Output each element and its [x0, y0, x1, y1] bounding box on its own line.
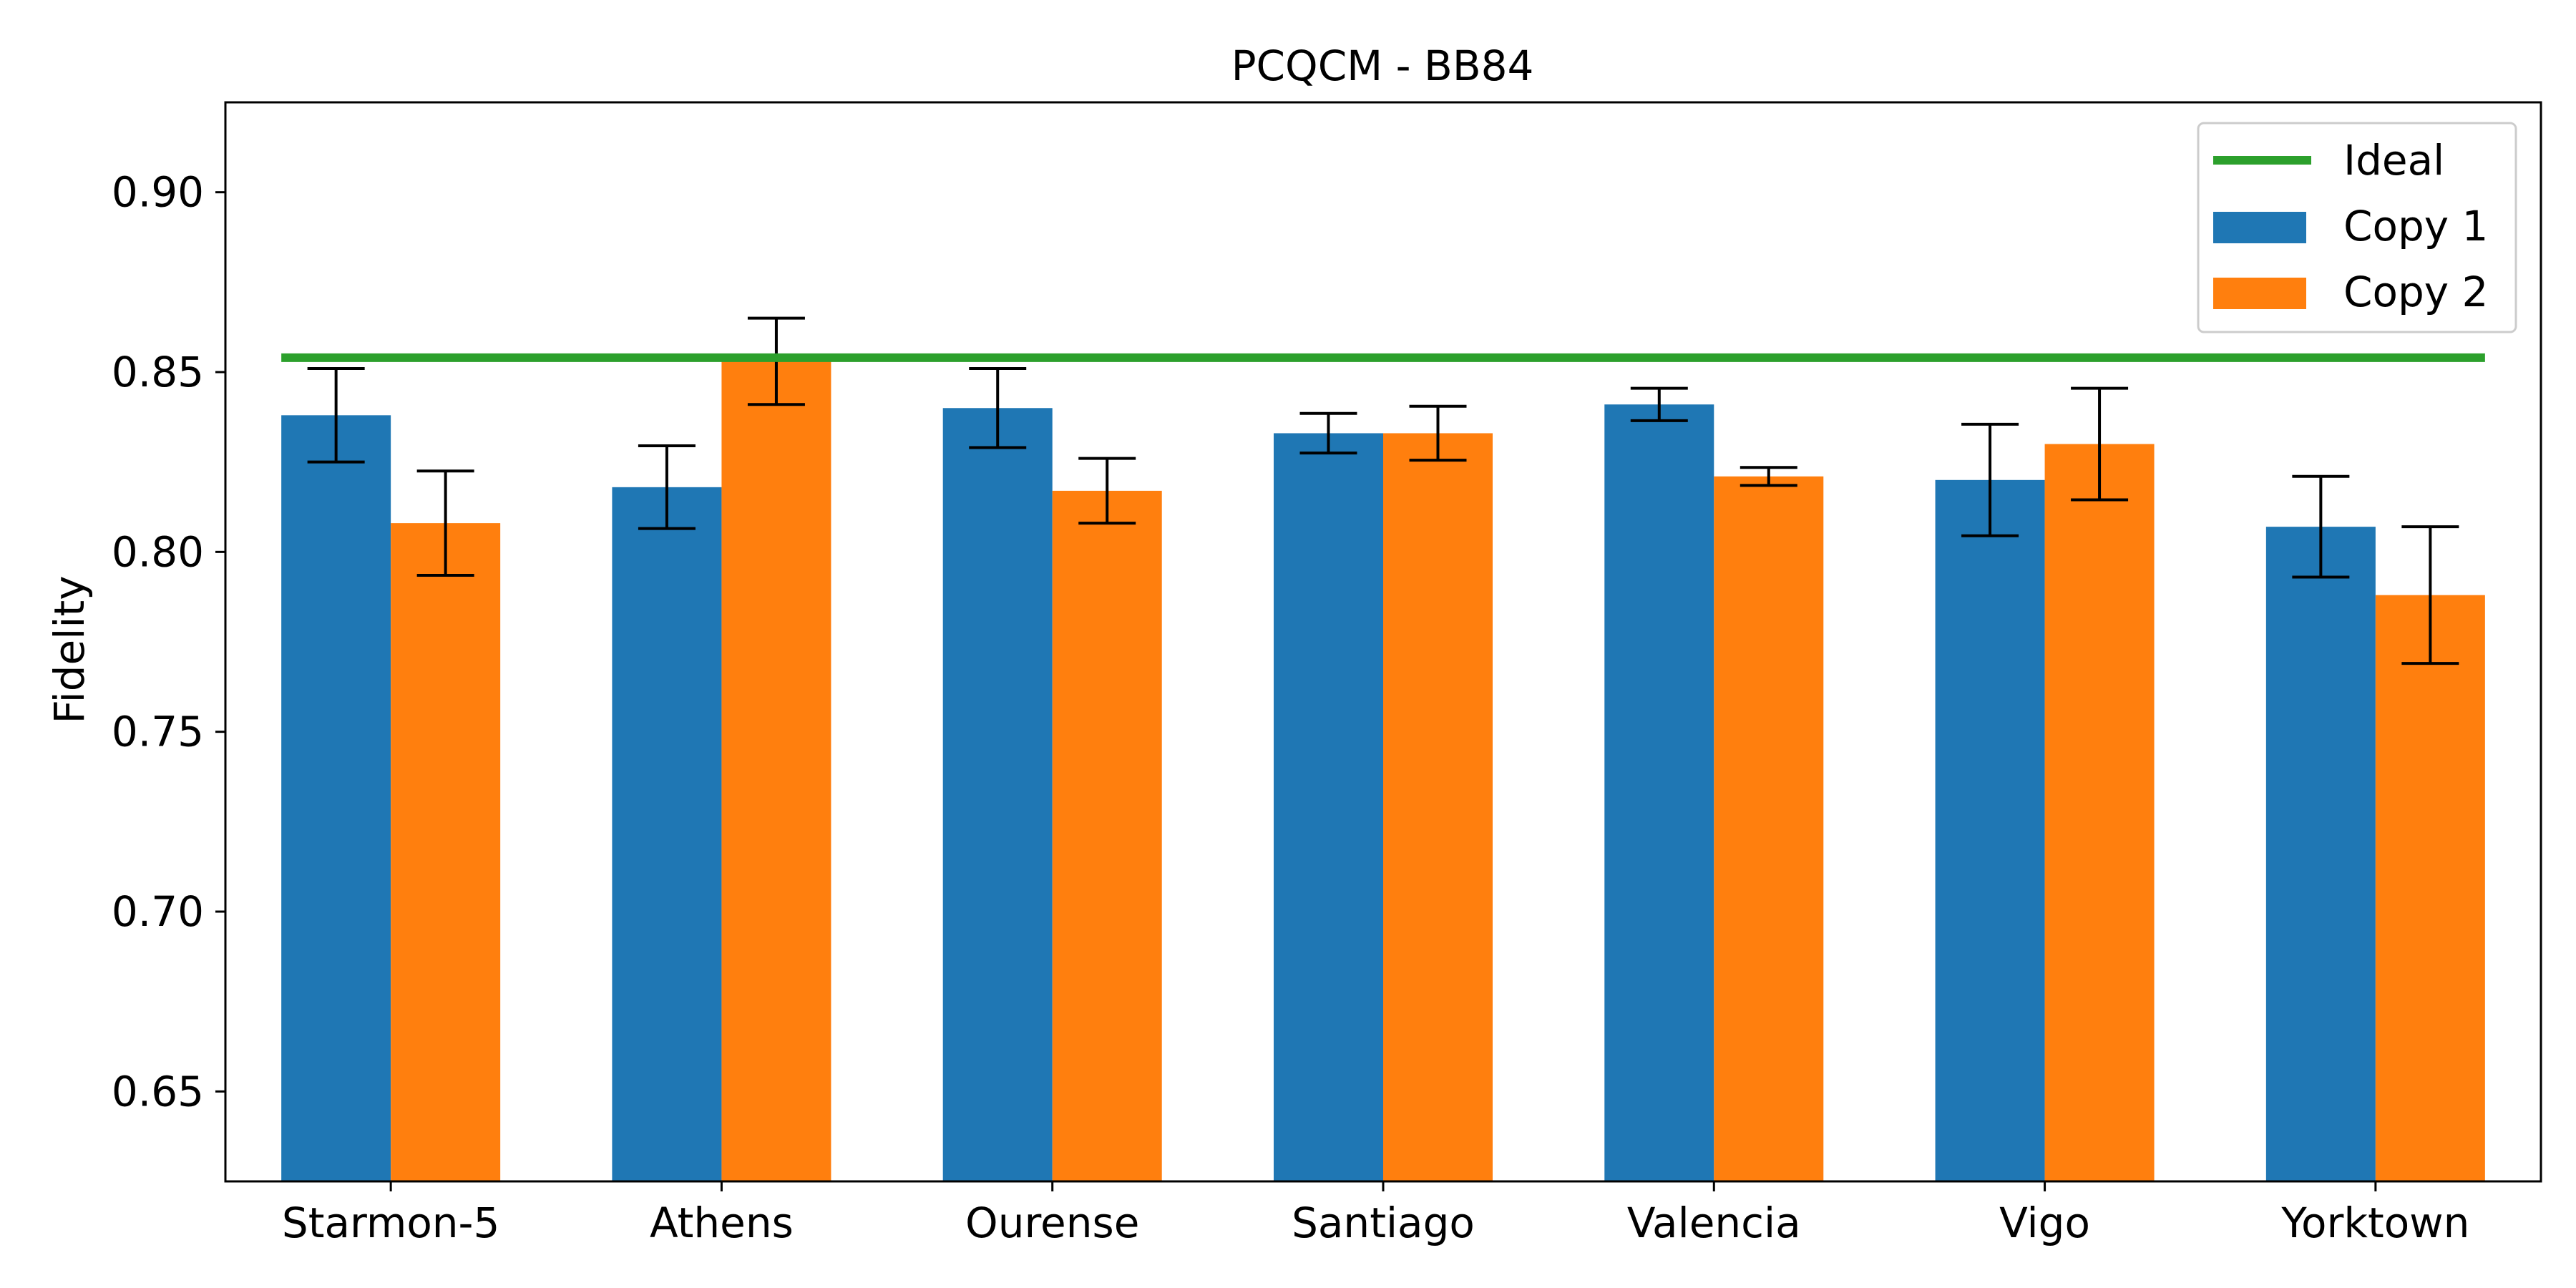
y-tick-label: 0.80 — [112, 527, 204, 576]
legend-copy1-label: Copy 1 — [2343, 202, 2488, 250]
bar-1 — [281, 415, 391, 1181]
legend-copy1-swatch — [2213, 212, 2306, 243]
bar-1 — [1935, 479, 2045, 1181]
y-axis-label: Fidelity — [45, 575, 94, 723]
chart-title: PCQCM - BB84 — [1231, 42, 1534, 90]
bar-2 — [721, 361, 831, 1181]
y-tick-label: 0.75 — [112, 708, 204, 756]
x-tick-label: Yorktown — [2280, 1199, 2469, 1247]
bar-1 — [942, 408, 1053, 1182]
bar-1 — [1604, 404, 1714, 1181]
legend-copy2-swatch — [2213, 278, 2306, 309]
x-tick-label: Vigo — [1999, 1199, 2090, 1247]
bar-2 — [1383, 433, 1493, 1181]
legend-copy2-label: Copy 2 — [2343, 268, 2488, 316]
bar-1 — [1274, 433, 1383, 1181]
y-tick-label: 0.65 — [112, 1067, 204, 1116]
legend: Ideal Copy 1 Copy 2 — [2197, 122, 2517, 333]
bar-1 — [612, 487, 722, 1181]
x-tick-label: Santiago — [1292, 1199, 1475, 1247]
y-tick-label: 0.90 — [112, 168, 204, 217]
x-tick-label: Ourense — [965, 1199, 1139, 1247]
bar-2 — [1714, 476, 1824, 1181]
y-tick-label: 0.85 — [112, 348, 204, 396]
x-tick-label: Starmon-5 — [282, 1199, 500, 1247]
plot-area: 0.65 0.70 0.75 0.80 0.85 0.90 Starmon-5 Athens O… — [112, 168, 2485, 1247]
bar-2 — [2044, 444, 2155, 1181]
plot-frame — [224, 101, 2542, 1183]
x-tick-label: Athens — [650, 1199, 794, 1247]
y-tick-label: 0.70 — [112, 887, 204, 936]
bar-2 — [2375, 595, 2485, 1181]
bar-1 — [2265, 527, 2376, 1181]
bar-2 — [1052, 490, 1162, 1181]
legend-ideal-label: Ideal — [2343, 136, 2444, 185]
bar-2 — [391, 523, 501, 1181]
x-tick-label: Valencia — [1627, 1199, 1801, 1247]
